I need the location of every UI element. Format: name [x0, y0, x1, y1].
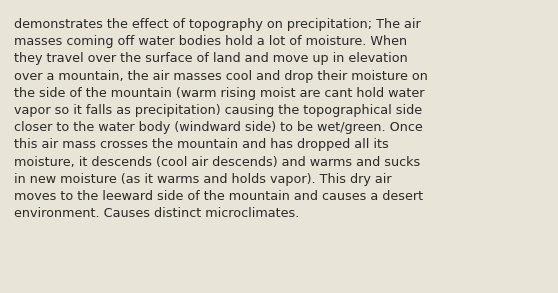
Text: demonstrates the effect of topography on precipitation; The air
masses coming of: demonstrates the effect of topography on…	[14, 18, 428, 220]
